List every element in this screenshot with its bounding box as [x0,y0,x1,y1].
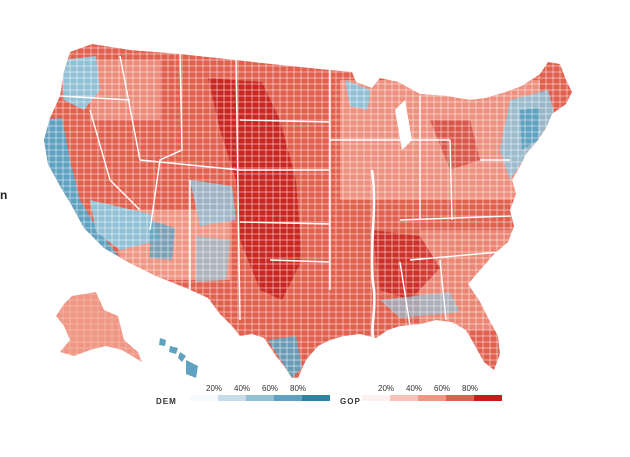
legend-dem-scale [190,395,330,401]
legend-dem-tick: 80% [289,384,307,393]
legend-dem-tick: 40% [233,384,251,393]
legend-dem-swatch [190,395,218,401]
legend-gop-tick: 40% [405,384,423,393]
legend-gop: GOP 20% 40% 60% 80% [336,384,502,414]
legend-dem-tick: 60% [261,384,279,393]
legend-gop-tick: 20% [377,384,395,393]
legend-dem-swatch [246,395,274,401]
legend-gop-tick: 60% [433,384,451,393]
alaska [56,292,142,362]
cropped-edge-text: n [0,188,8,202]
legend-dem-swatch [302,395,330,401]
legend-gop-label: GOP [340,397,361,406]
legend-gop-swatch [418,395,446,401]
legend-dem-label: DEM [156,397,177,406]
legend-gop-swatch [446,395,474,401]
legend-dem-tick: 20% [205,384,223,393]
legend-gop-scale [362,395,502,401]
hawaii [159,338,198,378]
legend-gop-tick: 80% [461,384,479,393]
legend-dem: DEM 20% 40% 60% 80% [150,384,330,414]
legend-gop-swatch [362,395,390,401]
legend-dem-swatch [274,395,302,401]
legend-gop-swatch [474,395,502,401]
legend-dem-swatch [218,395,246,401]
legend-gop-swatch [390,395,418,401]
